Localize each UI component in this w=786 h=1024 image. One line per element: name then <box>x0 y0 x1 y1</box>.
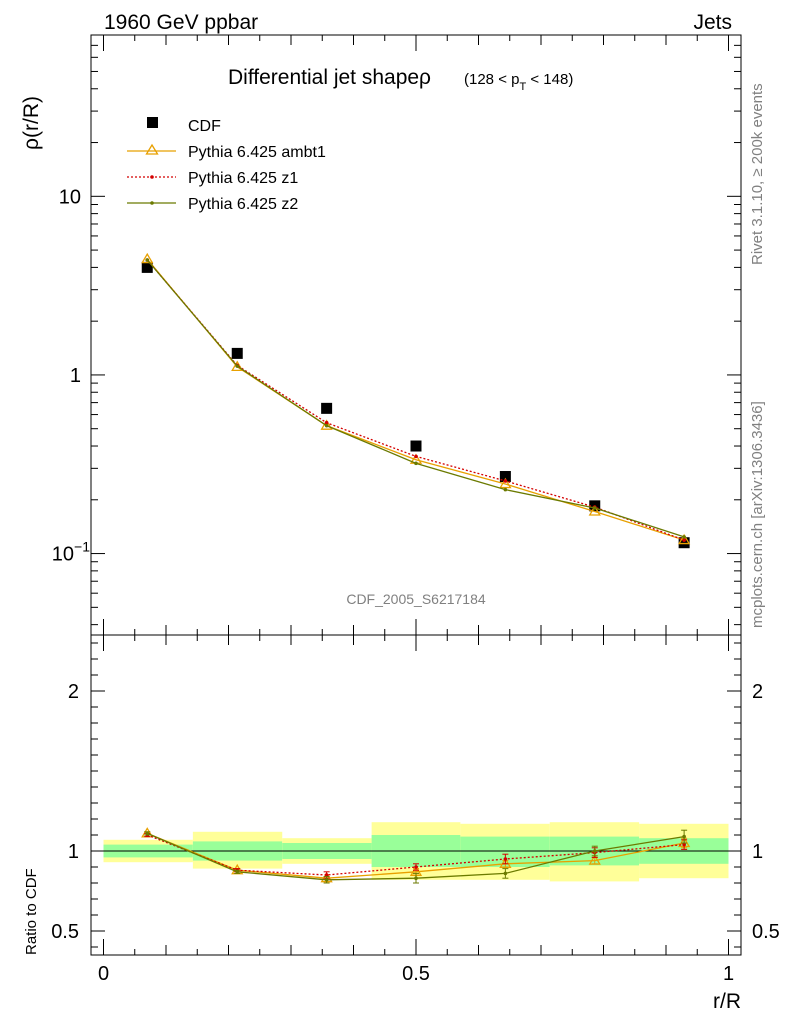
legend-label-ambt1: Pythia 6.425 ambt1 <box>188 144 326 161</box>
legend-label-z1: Pythia 6.425 z1 <box>188 170 298 187</box>
main-panel: 10 1 10−1 Differential jet shapeρ (128 < p… <box>20 34 742 636</box>
series-marker-3 <box>414 461 418 466</box>
ratio-marker-2 <box>324 878 329 882</box>
series-marker-3 <box>503 487 508 492</box>
series-marker-1 <box>320 419 333 430</box>
series-marker-2 <box>682 538 686 542</box>
data-point-cdf <box>141 261 153 273</box>
main-plot-content <box>141 252 691 549</box>
ratio-axes: 0 0.5 1 2 2 1 1 0.5 0.5 <box>51 635 780 985</box>
mcplots-label: mcplots.cern.ch [arXiv:1306.3436] <box>749 401 766 628</box>
title-range-start: (128 < p <box>464 71 519 88</box>
y-tick-label-ratio-left: 2 <box>68 681 79 703</box>
y-tick-label-main: 10−1 <box>52 539 90 566</box>
legend-label-z2: Pythia 6.425 z2 <box>188 196 298 213</box>
series-marker-1 <box>677 533 691 545</box>
y-axis-label-ratio: Ratio to CDF <box>23 868 40 955</box>
ratio-marker-1 <box>324 873 329 877</box>
x-axis-label: r/R <box>713 990 741 1013</box>
x-tick-label: 1 <box>723 963 734 985</box>
series-marker-3 <box>324 423 329 428</box>
y-tick-label-ratio-left: 1 <box>68 841 79 863</box>
series-marker-3 <box>592 506 597 510</box>
data-point-cdf <box>678 537 690 549</box>
series-marker-2 <box>503 479 508 483</box>
legend: CDF Pythia 6.425 ambt1 Pythia 6.425 z1 P… <box>127 117 326 213</box>
data-point-cdf <box>410 440 422 452</box>
series-marker-3 <box>682 535 686 539</box>
y-tick-label-ratio-right: 0.5 <box>752 921 780 943</box>
main-axes: 10 1 10−1 <box>52 34 741 635</box>
title-range-end: < 148) <box>526 71 573 88</box>
chart-title: Differential jet shapeρ <box>228 66 431 89</box>
series-marker-3 <box>145 258 150 262</box>
header-process: Jets <box>693 11 732 34</box>
y-tick-label-main: 1 <box>70 365 81 387</box>
ratio-marker-2 <box>414 876 418 880</box>
legend-cdf-marker <box>147 117 158 128</box>
header-energy: 1960 GeV ppbar <box>104 11 258 34</box>
rivet-label: Rivet 3.1.10, ≥ 200k events <box>749 83 766 265</box>
legend-ambt1-marker <box>127 143 176 155</box>
series-marker-1 <box>499 477 512 489</box>
series-marker-1 <box>141 252 154 264</box>
x-tick-label: 0.5 <box>402 963 430 985</box>
legend-z2-marker <box>127 201 176 205</box>
series-marker-3 <box>235 364 240 368</box>
data-point-cdf <box>231 347 243 359</box>
ratio-marker-0 <box>588 854 601 865</box>
legend-label-cdf: CDF <box>188 118 221 135</box>
series-marker-2 <box>414 454 418 459</box>
analysis-id: CDF_2005_S6217184 <box>346 591 486 607</box>
ratio-panel: 0 0.5 1 2 2 1 1 0.5 0.5 Ratio to CDF r/R <box>23 634 780 1013</box>
y-tick-label-ratio-right: 2 <box>752 681 763 703</box>
y-tick-label-ratio-right: 1 <box>752 841 763 863</box>
series-marker-2 <box>324 420 329 425</box>
ratio-frame <box>90 634 742 956</box>
chart-title-range: (128 < pT < 148) <box>464 71 573 93</box>
data-point-cdf <box>499 471 511 483</box>
y-tick-label-main: 10 <box>59 186 81 208</box>
ratio-marker-1 <box>503 857 508 861</box>
data-point-cdf <box>321 402 333 414</box>
y-axis-label-main: ρ(r/R) <box>20 96 43 150</box>
series-marker-1 <box>231 360 244 371</box>
ratio-plot-content <box>103 822 729 884</box>
series-marker-1 <box>588 505 601 516</box>
series-line-2 <box>146 259 685 541</box>
ratio-marker-0 <box>499 857 512 868</box>
ratio-marker-2 <box>503 871 508 876</box>
ratio-marker-2 <box>592 849 597 853</box>
ratio-marker-1 <box>414 865 418 869</box>
legend-z1-marker <box>127 175 176 179</box>
series-line-3 <box>146 259 685 538</box>
series-line-1 <box>146 258 685 541</box>
ratio-marker-2 <box>145 831 150 836</box>
x-tick-label: 0 <box>98 963 109 985</box>
ratio-marker-1 <box>682 842 686 847</box>
y-tick-label-ratio-left: 0.5 <box>51 921 79 943</box>
ratio-marker-2 <box>235 870 240 874</box>
ratio-marker-2 <box>682 834 686 839</box>
title-range-sub: T <box>519 81 526 93</box>
